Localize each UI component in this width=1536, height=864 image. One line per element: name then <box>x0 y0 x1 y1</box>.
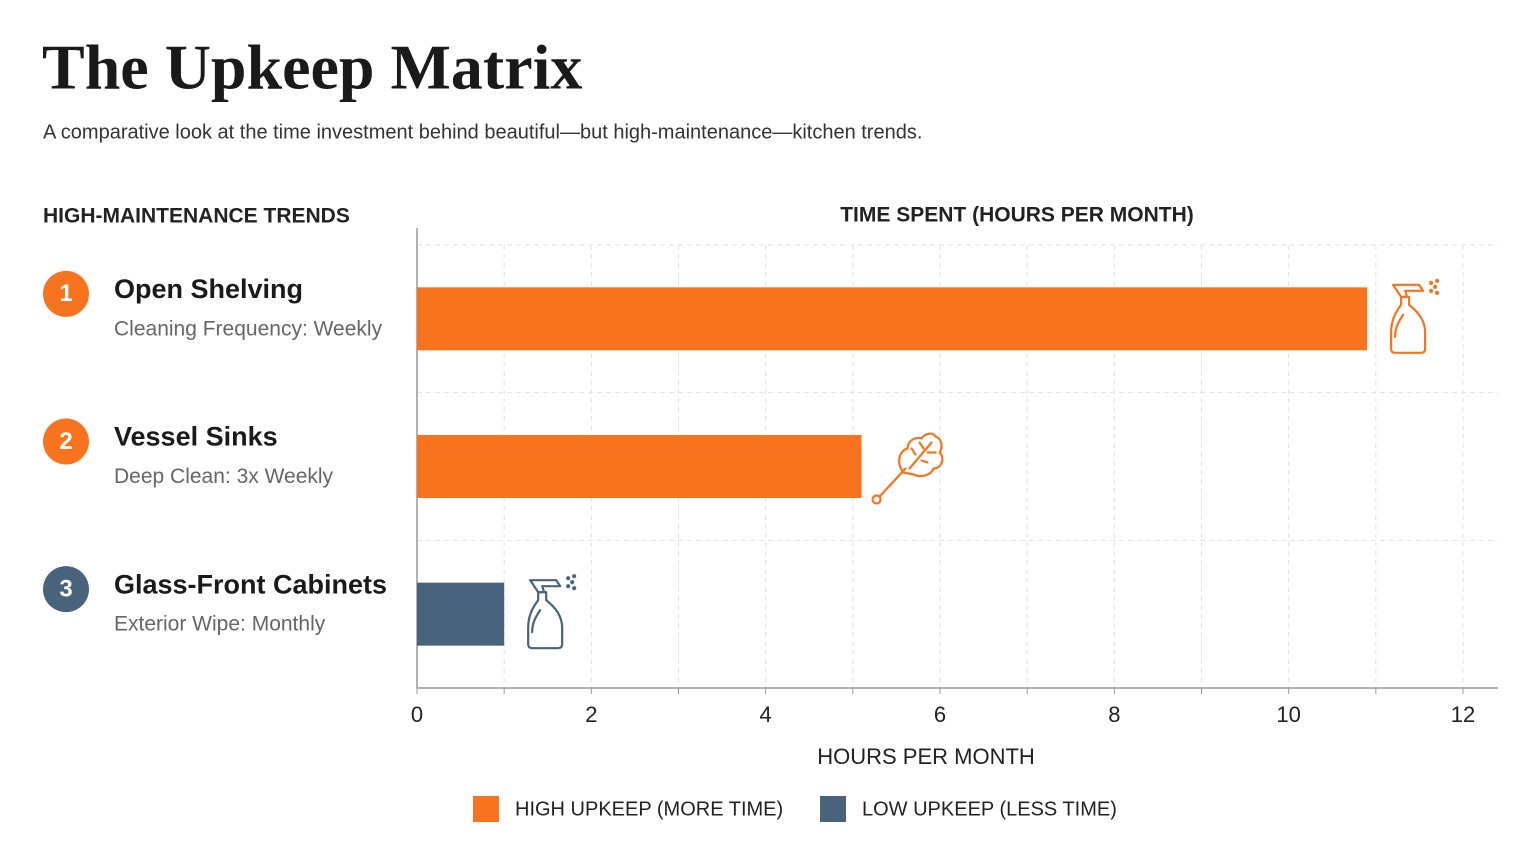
icon-part <box>1435 278 1440 283</box>
x-tick-label: 4 <box>760 702 772 727</box>
icon-part <box>898 432 944 478</box>
legend-label: LOW UPKEEP (LESS TIME) <box>862 798 1117 820</box>
legend-label: HIGH UPKEEP (MORE TIME) <box>515 798 783 820</box>
icon-part <box>878 467 907 498</box>
icon-part <box>529 579 562 594</box>
x-tick-label: 12 <box>1451 702 1475 727</box>
spray-icon <box>1390 278 1440 354</box>
category-name: Vessel Sinks <box>114 422 278 452</box>
icon-part <box>1433 284 1438 289</box>
title: The Upkeep Matrix <box>42 32 582 103</box>
icon-part <box>1429 280 1434 285</box>
icon-part <box>572 574 577 579</box>
duster-icon <box>871 432 944 505</box>
x-axis-label: HOURS PER MONTH <box>817 744 1035 769</box>
icon-part <box>566 584 571 589</box>
spray-icon <box>527 574 577 650</box>
icon-part <box>908 441 937 470</box>
x-tick-label: 6 <box>934 702 946 727</box>
icon-part <box>1435 290 1440 295</box>
x-tick-label: 10 <box>1276 702 1300 727</box>
icon-part <box>570 580 575 585</box>
icon-part <box>871 494 882 505</box>
bar <box>417 435 862 498</box>
bar <box>417 582 505 646</box>
rank-number: 2 <box>59 428 72 455</box>
chart-heading: TIME SPENT (HOURS PER MONTH) <box>840 204 1194 227</box>
subtitle: A comparative look at the time investmen… <box>43 121 922 143</box>
icon-part <box>1429 288 1434 293</box>
rank-number: 1 <box>59 280 72 307</box>
icon-part <box>1392 283 1425 298</box>
rank-badge <box>43 566 89 613</box>
rank-badge <box>43 270 89 317</box>
category-detail: Cleaning Frequency: Weekly <box>114 317 383 340</box>
category-name: Glass-Front Cabinets <box>114 569 387 599</box>
category-detail: Deep Clean: 3x Weekly <box>114 465 334 488</box>
icon-part <box>531 609 542 634</box>
bar <box>417 287 1368 351</box>
x-tick-label: 2 <box>585 702 597 727</box>
icon-part <box>566 576 571 581</box>
icon-part <box>1390 295 1427 354</box>
category-detail: Exterior Wipe: Monthly <box>114 613 326 636</box>
rank-badge <box>43 418 89 465</box>
icon-part <box>1394 313 1405 338</box>
x-tick-label: 0 <box>411 702 423 727</box>
legend-swatch <box>820 796 846 822</box>
icon-part <box>572 586 577 591</box>
rank-number: 3 <box>59 576 72 603</box>
x-tick-label: 8 <box>1108 702 1120 727</box>
legend-swatch <box>473 796 499 822</box>
list-heading: HIGH-MAINTENANCE TRENDS <box>43 205 350 228</box>
category-name: Open Shelving <box>114 274 303 304</box>
icon-part <box>527 591 564 650</box>
